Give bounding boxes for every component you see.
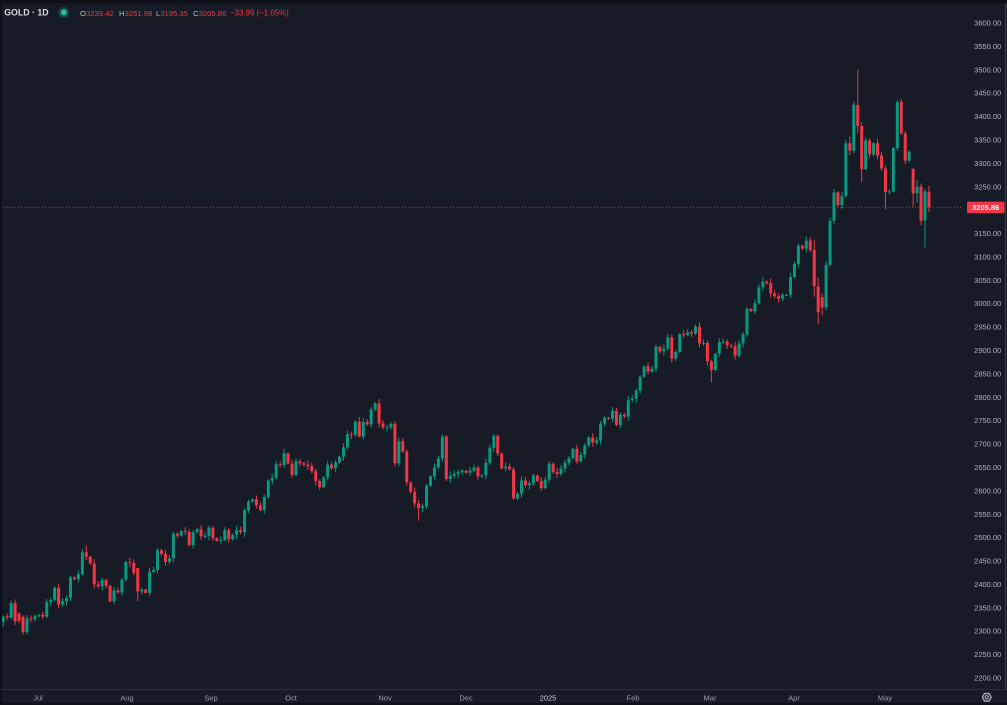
svg-text:GOLD · 1D: GOLD · 1D [4,8,48,18]
svg-text:2750.00: 2750.00 [974,416,1001,425]
svg-text:Mar: Mar [704,694,717,703]
svg-text:3205.86: 3205.86 [972,203,999,212]
svg-text:3300.00: 3300.00 [974,159,1001,168]
svg-text:3150.00: 3150.00 [974,229,1001,238]
svg-text:May: May [878,694,892,703]
svg-text:2650.00: 2650.00 [974,463,1001,472]
svg-text:3100.00: 3100.00 [974,252,1001,261]
svg-text:2550.00: 2550.00 [974,510,1001,519]
svg-text:Feb: Feb [627,694,640,703]
svg-text:−33.99 (−1.05%): −33.99 (−1.05%) [230,8,289,17]
svg-text:Jul: Jul [33,694,43,703]
svg-text:Aug: Aug [120,694,133,703]
svg-text:2200.00: 2200.00 [974,674,1001,683]
svg-text:H3251.98: H3251.98 [119,8,152,17]
svg-text:2600.00: 2600.00 [974,486,1001,495]
svg-text:2300.00: 2300.00 [974,627,1001,636]
svg-text:2900.00: 2900.00 [974,346,1001,355]
svg-text:2450.00: 2450.00 [974,557,1001,566]
svg-text:3600.00: 3600.00 [974,19,1001,28]
svg-text:2250.00: 2250.00 [974,650,1001,659]
svg-text:O3239.42: O3239.42 [80,8,114,17]
svg-text:3400.00: 3400.00 [974,112,1001,121]
svg-text:Sep: Sep [204,694,217,703]
svg-text:2850.00: 2850.00 [974,369,1001,378]
svg-text:2400.00: 2400.00 [974,580,1001,589]
svg-text:2350.00: 2350.00 [974,603,1001,612]
svg-text:Nov: Nov [378,694,392,703]
svg-text:Oct: Oct [285,694,298,703]
svg-text:2500.00: 2500.00 [974,533,1001,542]
svg-text:L3195.35: L3195.35 [156,8,188,17]
svg-text:3450.00: 3450.00 [974,89,1001,98]
svg-text:Dec: Dec [459,694,473,703]
svg-text:Apr: Apr [788,694,800,703]
svg-text:2950.00: 2950.00 [974,323,1001,332]
svg-text:3350.00: 3350.00 [974,136,1001,145]
svg-text:3550.00: 3550.00 [974,42,1001,51]
svg-text:2700.00: 2700.00 [974,440,1001,449]
svg-text:3050.00: 3050.00 [974,276,1001,285]
svg-text:2800.00: 2800.00 [974,393,1001,402]
svg-text:2025: 2025 [540,694,557,703]
svg-text:3500.00: 3500.00 [974,65,1001,74]
svg-text:C3205.86: C3205.86 [193,8,226,17]
svg-text:3250.00: 3250.00 [974,182,1001,191]
svg-text:3000.00: 3000.00 [974,299,1001,308]
